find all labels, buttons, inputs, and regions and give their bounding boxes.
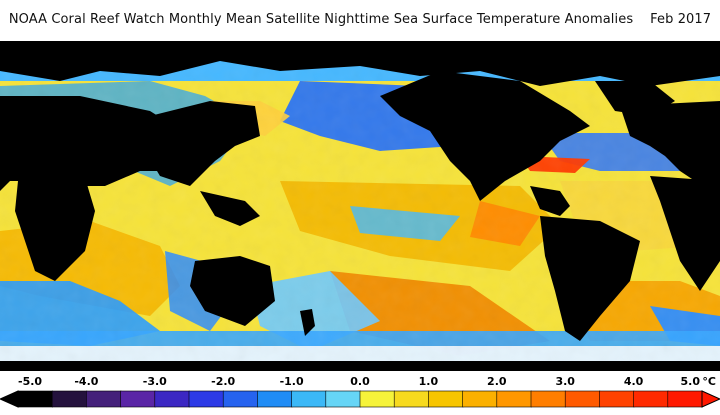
colorbar-cell [428, 390, 464, 408]
colorbar-tick-label: -5.0 [18, 375, 42, 388]
africa [15, 161, 95, 281]
land-layer [0, 41, 720, 371]
central-america [530, 186, 570, 216]
colorbar-cell [154, 390, 190, 408]
maritime-se-asia [200, 191, 260, 226]
map-title: NOAA Coral Reef Watch Monthly Mean Satel… [8, 12, 634, 27]
antarctica-edge [0, 361, 720, 371]
colorbar-cell [17, 390, 54, 408]
colorbar-cell [86, 390, 122, 408]
colorbar-cell [462, 390, 498, 408]
colorbar-cell [633, 390, 669, 408]
new-zealand [300, 309, 315, 336]
colorbar-tick-label: 5.0 [681, 375, 701, 388]
colorbar-tick-label: 0.0 [350, 375, 370, 388]
colorbar-cell [393, 390, 430, 408]
colorbar-tick-label: 3.0 [555, 375, 575, 388]
page-title: NOAA Coral Reef Watch Monthly Mean Satel… [0, 12, 720, 27]
colorbar-cell [120, 390, 156, 408]
south-america [540, 216, 640, 341]
colorbar-tick-label: 4.0 [624, 375, 644, 388]
colorbar-tick-label: 2.0 [487, 375, 507, 388]
colorbar-cell [257, 390, 293, 408]
australia [190, 256, 275, 326]
colorbar-cell [496, 390, 532, 408]
colorbar-cell [667, 390, 703, 408]
colorbar-tick-label: -2.0 [211, 375, 235, 388]
colorbar-cell [359, 390, 396, 408]
colorbar-left-arrow [0, 390, 19, 408]
colorbar-unit-label: °C [702, 375, 716, 388]
colorbar-tick-label: -4.0 [74, 375, 98, 388]
colorbar-svg: -5.0 -4.0 -3.0 -2.0 -1.0 0.0 1.0 2.0 3.0 4.0 5.0 °C [0, 375, 720, 408]
colorbar-cell [291, 390, 327, 408]
africa-east-edge [650, 176, 720, 291]
colorbar-cell [51, 390, 88, 408]
map-date: Feb 2017 [650, 12, 712, 27]
colorbar-tick-labels: -5.0 -4.0 -3.0 -2.0 -1.0 0.0 1.0 2.0 3.0 4.0 5.0 °C [18, 375, 716, 388]
north-america [380, 71, 590, 201]
colorbar-cell [564, 390, 601, 408]
colorbar-tick-label: -3.0 [143, 375, 167, 388]
east-asia [130, 101, 260, 186]
arctic-landmasses [0, 41, 720, 86]
colorbar-cells [17, 390, 703, 408]
colorbar-cell [188, 390, 225, 408]
colorbar-cell [325, 390, 361, 408]
legend-colorbar: -5.0 -4.0 -3.0 -2.0 -1.0 0.0 1.0 2.0 3.0 4.0 5.0 °C [0, 371, 720, 411]
colorbar-tick-label: 1.0 [419, 375, 439, 388]
colorbar-tick-label: -1.0 [280, 375, 304, 388]
sst-anomaly-map [0, 41, 720, 371]
colorbar-cell [599, 390, 635, 408]
europe [620, 101, 720, 186]
colorbar-right-arrow [701, 390, 720, 408]
colorbar-cell [530, 390, 567, 408]
map-panel [0, 41, 720, 371]
colorbar-cell [222, 390, 259, 408]
